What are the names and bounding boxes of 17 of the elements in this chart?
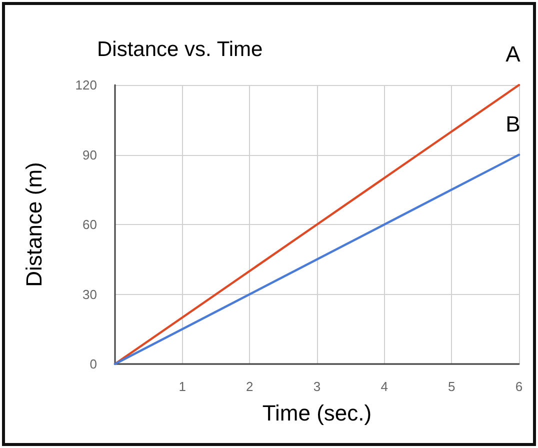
x-tick-label: 3 bbox=[313, 379, 321, 394]
y-axis-title: Distance (m) bbox=[22, 162, 46, 287]
x-axis-title: Time (sec.) bbox=[262, 400, 372, 426]
x-tick-label: 1 bbox=[178, 379, 186, 394]
x-tick-label: 4 bbox=[380, 379, 388, 394]
y-tick-label: 60 bbox=[82, 217, 97, 232]
y-tick-label: 120 bbox=[75, 78, 97, 92]
x-tick-label: 6 bbox=[515, 379, 523, 394]
y-tick-label: 0 bbox=[90, 356, 97, 372]
y-tick-label: 30 bbox=[82, 286, 97, 302]
series-label: B bbox=[506, 111, 520, 136]
x-tick-label: 2 bbox=[246, 379, 254, 394]
series-label: A bbox=[506, 42, 521, 66]
y-tick-label: 90 bbox=[82, 147, 97, 162]
x-tick-label: 5 bbox=[448, 379, 456, 394]
chart-title: Distance vs. Time bbox=[97, 38, 263, 61]
line-series bbox=[114, 84, 520, 366]
